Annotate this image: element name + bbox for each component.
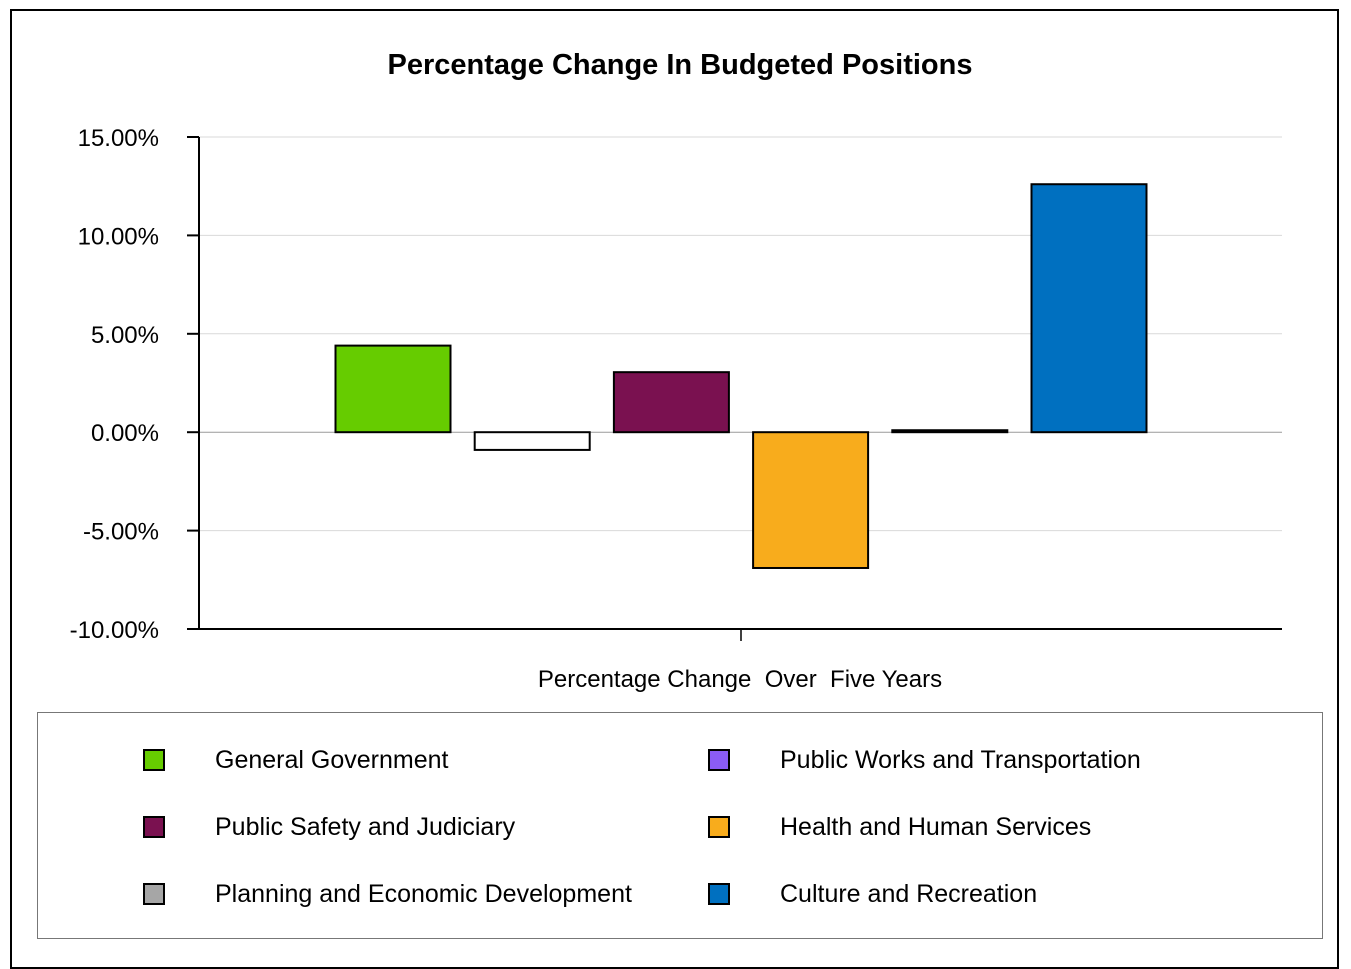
bar-planning-and-economic-development [891,429,1009,434]
bar-culture-and-recreation [1030,183,1148,434]
y-tick-label: -10.00% [70,617,159,644]
legend-swatch-culture-recreation [708,883,730,905]
y-tick-label: 5.00% [91,322,159,349]
y-tick-label: -5.00% [83,519,159,546]
legend: General Government Public Works and Tran… [37,712,1323,939]
legend-swatch-health-human-services [708,816,730,838]
legend-swatch-public-safety [143,816,165,838]
chart-plot: Percentage Change In Budgeted Positions … [70,49,1282,693]
bar-health-and-human-services [752,431,870,569]
chart-title: Percentage Change In Budgeted Positions [388,49,973,81]
legend-swatch-public-works [708,749,730,771]
legend-item-general-government: General Government [143,745,448,775]
legend-label-public-safety: Public Safety and Judiciary [215,813,516,841]
legend-item-public-works: Public Works and Transportation [708,745,1141,775]
legend-label-planning-economic-development: Planning and Economic Development [215,880,632,908]
y-tick-label: 0.00% [91,420,159,447]
legend-label-health-human-services: Health and Human Services [780,813,1092,841]
legend-swatch-general-government [143,749,165,771]
bar-general-government [334,344,452,434]
bar-public-safety-and-judiciary [612,371,730,434]
legend-swatch-planning-economic-development [143,883,165,905]
legend-label-culture-recreation: Culture and Recreation [780,880,1038,908]
legend-label-general-government: General Government [215,746,449,774]
bar-public-works-and-transportation [473,431,591,451]
y-tick-label: 15.00% [78,125,159,152]
legend-item-planning-economic-development: Planning and Economic Development [143,879,632,909]
legend-item-health-human-services: Health and Human Services [708,812,1091,842]
legend-label-public-works: Public Works and Transportation [780,746,1141,774]
legend-item-public-safety: Public Safety and Judiciary [143,812,515,842]
x-axis-label: Percentage Change Over Five Years [538,666,942,693]
legend-item-culture-recreation: Culture and Recreation [708,879,1037,909]
y-tick-label: 10.00% [78,223,159,250]
